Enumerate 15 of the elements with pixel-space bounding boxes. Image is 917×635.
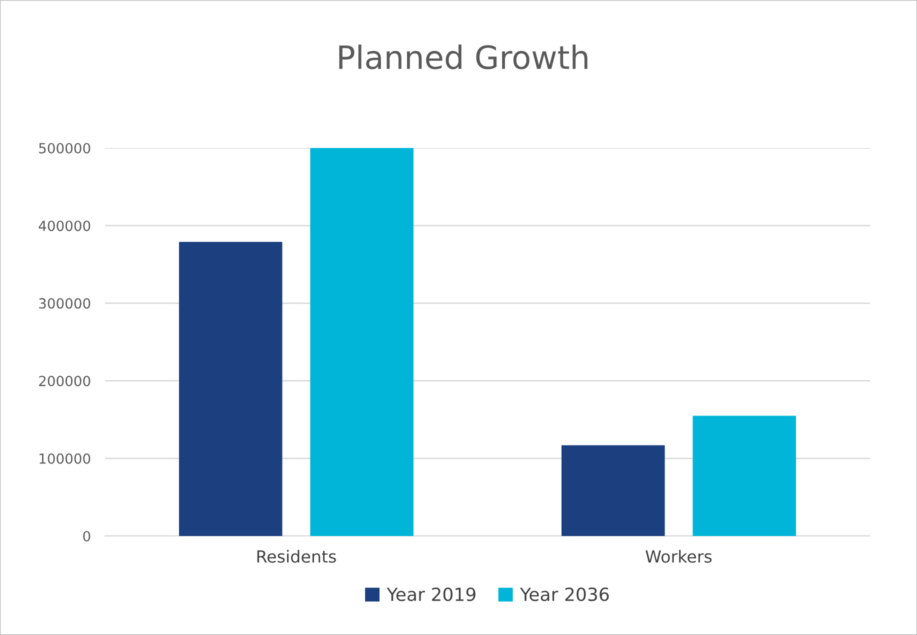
x-tick-label: Residents [257, 550, 336, 563]
bar [179, 242, 282, 536]
y-tick-label: 300000 [39, 298, 90, 309]
y-tick-label: 400000 [38, 220, 90, 232]
y-tick-label: 100000 [40, 453, 90, 464]
bar [310, 148, 414, 536]
y-tick-label: 500000 [39, 142, 90, 154]
x-tick-label: Workers [646, 550, 712, 563]
bar [562, 445, 665, 536]
legend-label: Year 2036 [520, 587, 609, 602]
bar [692, 416, 796, 536]
legend-label: Year 2019 [386, 587, 476, 602]
chart-title: Planned Growth [339, 44, 588, 70]
y-tick-label: 200000 [39, 376, 90, 386]
y-tick-label: 0 [83, 530, 90, 542]
